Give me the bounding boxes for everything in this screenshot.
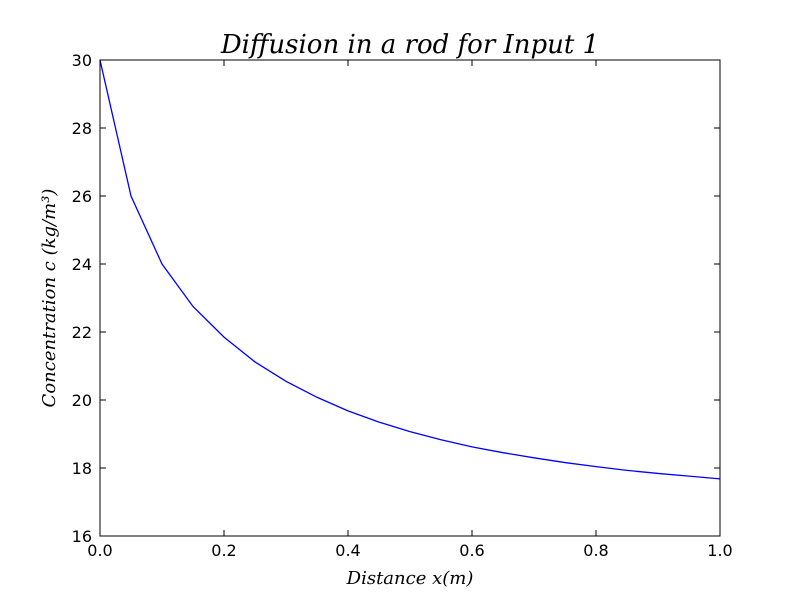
x-tick-label: 0.4	[335, 541, 360, 560]
plot-area	[99, 59, 721, 537]
x-tick-label: 1.0	[707, 541, 732, 560]
series-line-0	[99, 59, 721, 480]
x-tick-label: 0.2	[211, 541, 236, 560]
y-tick-label: 18	[72, 459, 92, 478]
y-tick-label: 30	[72, 51, 92, 70]
y-tick-label: 22	[72, 323, 92, 342]
x-axis-label: Distance x(m)	[346, 568, 474, 589]
y-tick-label: 20	[72, 391, 92, 410]
x-tick-label: 0.6	[459, 541, 484, 560]
plot-frame	[99, 59, 721, 537]
y-tick-label: 24	[72, 255, 92, 274]
y-axis-label: Concentration c (kg/m³)	[39, 189, 60, 408]
chart-title: Diffusion in a rod for Input 1	[220, 30, 599, 60]
y-tick-label: 26	[72, 187, 92, 206]
y-tick-label: 16	[72, 527, 92, 546]
x-axis: 0.0 0.2 0.4 0.6 0.8 1.0	[87, 60, 733, 560]
y-axis: 16 18 20 22 24 26 28 30	[72, 51, 720, 546]
x-tick-label: 0.0	[87, 541, 112, 560]
y-tick-label: 28	[72, 119, 92, 138]
x-tick-label: 0.8	[583, 541, 608, 560]
